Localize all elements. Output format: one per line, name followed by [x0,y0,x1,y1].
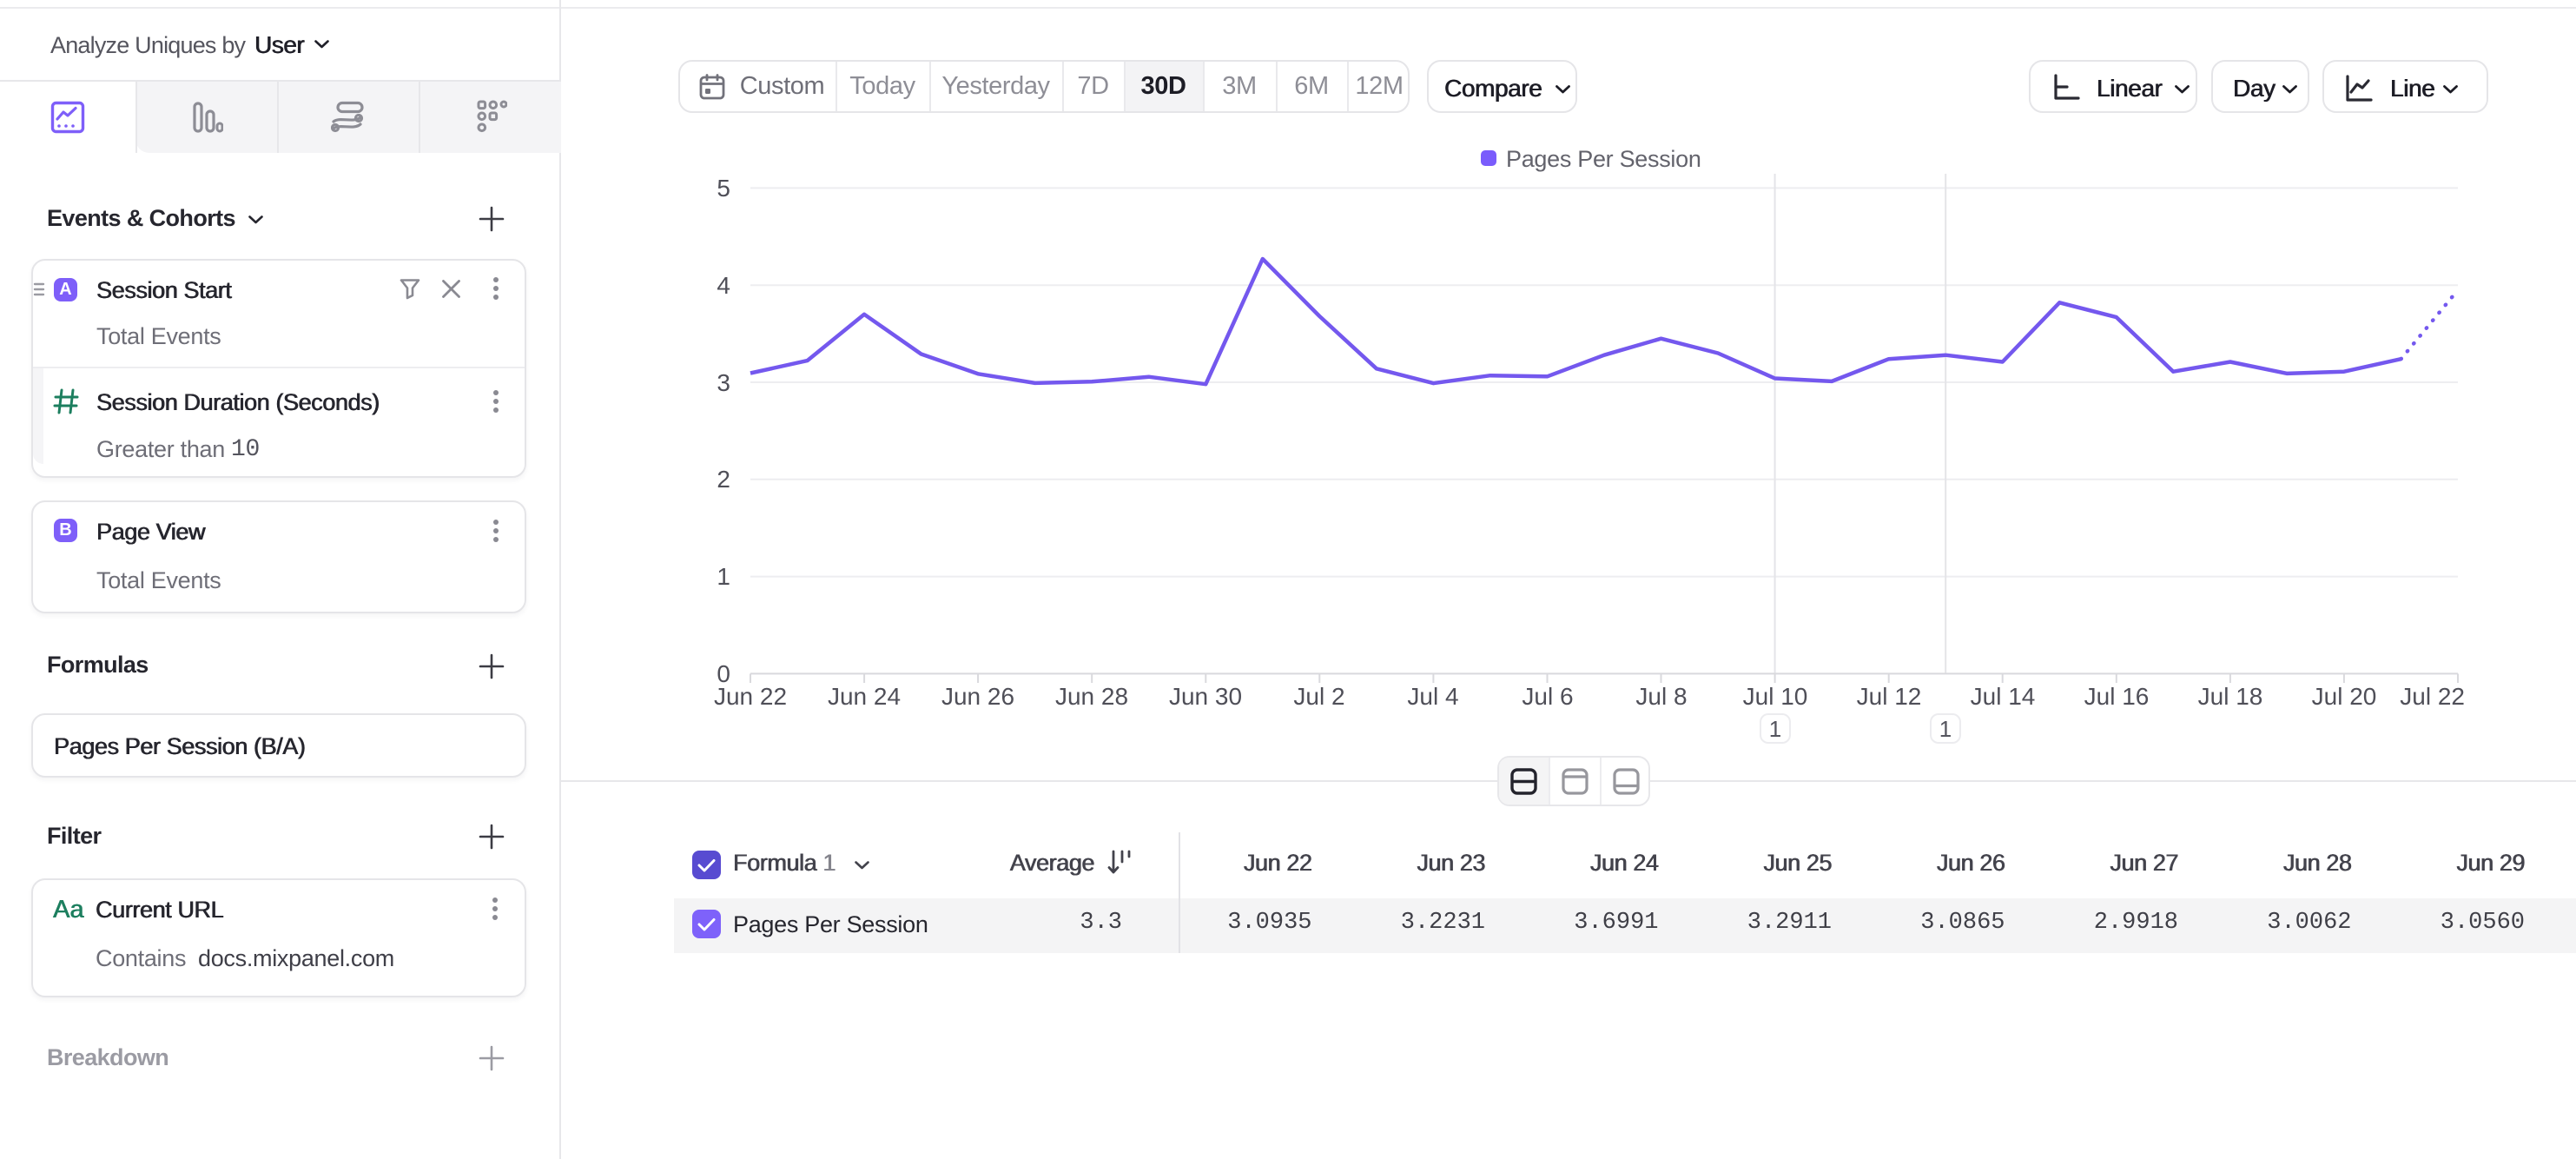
svg-text:Jun 26: Jun 26 [941,683,1014,710]
svg-text:Jul 22: Jul 22 [2400,683,2465,710]
svg-text:2: 2 [717,466,730,493]
svg-text:Jul 6: Jul 6 [1522,683,1573,710]
svg-text:3: 3 [717,369,730,396]
svg-text:Jun 24: Jun 24 [828,683,901,710]
svg-text:1: 1 [717,563,730,590]
svg-text:Jul 20: Jul 20 [2312,683,2377,710]
svg-text:Jul 14: Jul 14 [1971,683,2036,710]
svg-text:Jul 2: Jul 2 [1293,683,1344,710]
svg-text:Jul 12: Jul 12 [1857,683,1922,710]
svg-text:Jul 16: Jul 16 [2084,683,2150,710]
svg-text:Jun 22: Jun 22 [714,683,787,710]
svg-text:4: 4 [717,272,730,299]
svg-text:Jul 18: Jul 18 [2198,683,2263,710]
svg-text:Jul 10: Jul 10 [1743,683,1808,710]
svg-text:Jul 4: Jul 4 [1407,683,1458,710]
svg-text:0: 0 [717,660,730,687]
svg-text:5: 5 [717,175,730,202]
svg-text:Jun 28: Jun 28 [1055,683,1128,710]
svg-text:Jun 30: Jun 30 [1169,683,1242,710]
svg-text:Jul 8: Jul 8 [1635,683,1687,710]
